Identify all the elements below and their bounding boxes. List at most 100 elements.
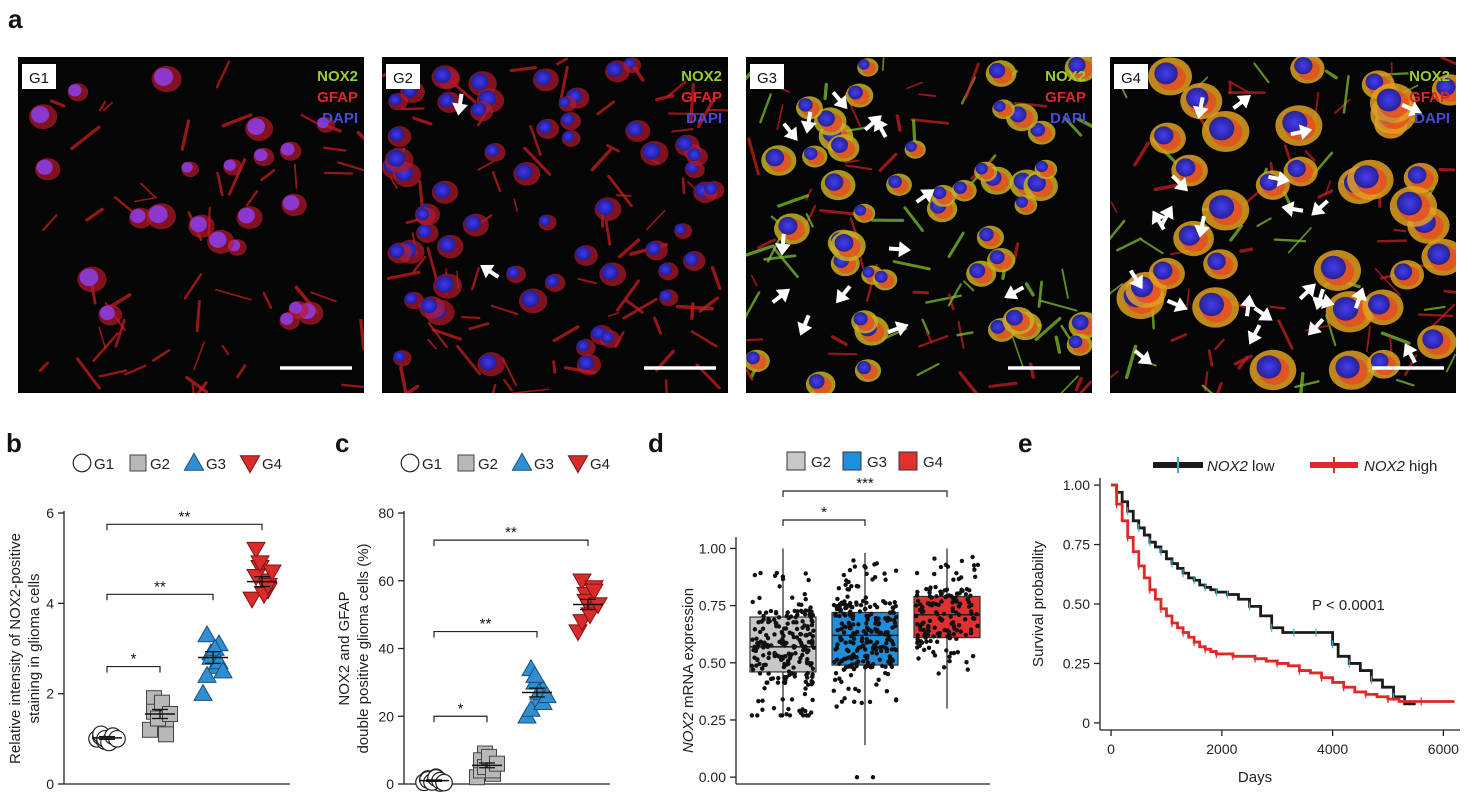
fiber bbox=[1133, 141, 1150, 167]
data-point bbox=[761, 613, 766, 619]
fiber bbox=[747, 137, 760, 176]
nucleus bbox=[658, 263, 672, 276]
nucleus bbox=[1394, 263, 1413, 281]
data-point bbox=[915, 640, 920, 646]
fiber bbox=[300, 113, 320, 126]
data-point bbox=[752, 572, 758, 578]
fiber bbox=[1034, 316, 1062, 341]
fiber bbox=[625, 299, 644, 314]
nucleus bbox=[254, 148, 268, 162]
micrograph-g4: G4 NOX2 GFAP DAPI bbox=[1110, 57, 1456, 393]
nucleus bbox=[68, 84, 82, 97]
fiber bbox=[947, 283, 962, 307]
nucleus bbox=[1376, 88, 1402, 112]
significance-label: * bbox=[131, 651, 137, 668]
y-tick-label: 0.75 bbox=[1063, 537, 1090, 553]
data-point bbox=[786, 706, 791, 712]
arrow-head bbox=[836, 288, 850, 304]
data-point bbox=[970, 653, 976, 659]
significance-label: * bbox=[458, 700, 464, 717]
y-axis-label-line: NOX2 and GFAP bbox=[336, 591, 353, 705]
fiber bbox=[323, 146, 347, 152]
data-point bbox=[752, 644, 757, 649]
data-point bbox=[839, 658, 844, 664]
fiber bbox=[529, 125, 542, 156]
fiber bbox=[236, 364, 247, 379]
data-point bbox=[972, 574, 978, 579]
data-point bbox=[772, 650, 777, 656]
nucleus bbox=[1153, 261, 1173, 280]
fiber bbox=[1201, 384, 1214, 393]
arrow-head bbox=[873, 117, 888, 133]
fiber bbox=[757, 238, 777, 250]
fiber bbox=[1110, 219, 1126, 241]
fiber bbox=[776, 104, 784, 131]
data-point bbox=[242, 591, 262, 609]
data-point bbox=[845, 594, 850, 599]
fiber bbox=[671, 128, 694, 133]
data-point bbox=[892, 600, 897, 605]
fiber bbox=[42, 214, 58, 232]
arrow-marker bbox=[1133, 349, 1152, 365]
fiber bbox=[114, 318, 126, 348]
fiber bbox=[606, 144, 620, 153]
data-point bbox=[803, 686, 808, 691]
nucleus bbox=[831, 137, 848, 153]
data-point bbox=[924, 586, 929, 592]
nucleus bbox=[1199, 292, 1225, 317]
arrow-head bbox=[1173, 177, 1189, 192]
arrow-head bbox=[1408, 101, 1423, 117]
data-point bbox=[834, 704, 839, 709]
micrograph-g3: G3 NOX2 GFAP DAPI bbox=[746, 57, 1092, 393]
nucleus bbox=[130, 208, 146, 224]
data-point bbox=[868, 611, 874, 617]
fiber bbox=[958, 371, 979, 393]
panel-letter-a: a bbox=[8, 4, 23, 34]
legend-label-g1: G1 bbox=[422, 456, 442, 473]
fiber bbox=[925, 294, 962, 304]
significance-label: * bbox=[821, 504, 827, 521]
data-point bbox=[750, 637, 755, 642]
panel-letter-d: d bbox=[648, 428, 664, 458]
data-point bbox=[835, 596, 840, 602]
legend-label-g2: G2 bbox=[811, 454, 831, 471]
data-point bbox=[874, 561, 880, 566]
arrow-head bbox=[800, 120, 817, 134]
nucleus bbox=[993, 100, 1006, 112]
data-point bbox=[975, 562, 981, 568]
data-point bbox=[796, 602, 802, 607]
fiber bbox=[1380, 331, 1411, 345]
data-point bbox=[921, 620, 926, 625]
arrow-marker bbox=[1151, 210, 1166, 231]
fiber bbox=[772, 247, 799, 279]
data-point bbox=[851, 622, 856, 627]
nucleus bbox=[808, 373, 825, 389]
data-point bbox=[846, 664, 852, 669]
data-point bbox=[859, 635, 865, 641]
data-point bbox=[854, 600, 859, 605]
data-point bbox=[926, 628, 931, 634]
fiber bbox=[426, 246, 439, 284]
data-point bbox=[964, 660, 969, 665]
arrow-marker bbox=[1403, 343, 1418, 364]
nucleus bbox=[1068, 335, 1083, 349]
data-point bbox=[950, 600, 955, 605]
nucleus bbox=[975, 162, 988, 175]
arrow-marker bbox=[1171, 174, 1189, 192]
data-point bbox=[921, 647, 927, 653]
data-point bbox=[839, 679, 844, 685]
data-point bbox=[850, 612, 856, 617]
data-point bbox=[772, 617, 777, 622]
arrow-head bbox=[1351, 287, 1367, 302]
fiber bbox=[1445, 354, 1456, 373]
fiber bbox=[193, 341, 206, 371]
y-tick-label: 4 bbox=[46, 595, 54, 611]
data-point bbox=[915, 621, 920, 627]
fiber bbox=[1443, 289, 1456, 294]
data-point bbox=[776, 615, 782, 620]
fiber bbox=[180, 119, 191, 151]
data-point bbox=[761, 642, 766, 648]
data-point bbox=[937, 633, 942, 639]
data-point bbox=[769, 643, 774, 648]
panel-e-chart: 0 0.25 0.50 0.75 1.00 0 2000 4000 6000 Days Surviv… bbox=[1030, 457, 1460, 786]
